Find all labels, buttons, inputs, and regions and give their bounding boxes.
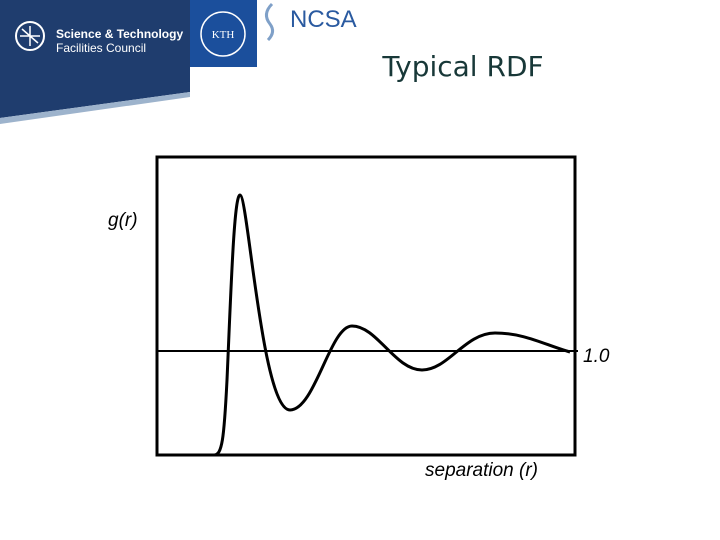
org-line-2: Facilities Council xyxy=(56,41,146,55)
header-stripe xyxy=(0,92,190,124)
org-line-1: Science & Technology xyxy=(56,27,183,41)
reference-label: 1.0 xyxy=(583,346,610,367)
slide-title: Typical RDF xyxy=(381,50,543,83)
rdf-curve xyxy=(165,193,571,457)
ncsa-emblem xyxy=(265,2,275,42)
y-label: g(r) xyxy=(108,210,138,231)
kth-ring xyxy=(200,11,246,57)
header-banner xyxy=(0,0,190,118)
stfc-logo-lines xyxy=(20,26,40,46)
kth-text: KTH xyxy=(212,29,235,41)
stfc-logo xyxy=(15,21,45,51)
ncsa-text: NCSA xyxy=(290,6,357,33)
x-label: separation (r) xyxy=(425,460,538,481)
plot-frame xyxy=(155,155,577,457)
